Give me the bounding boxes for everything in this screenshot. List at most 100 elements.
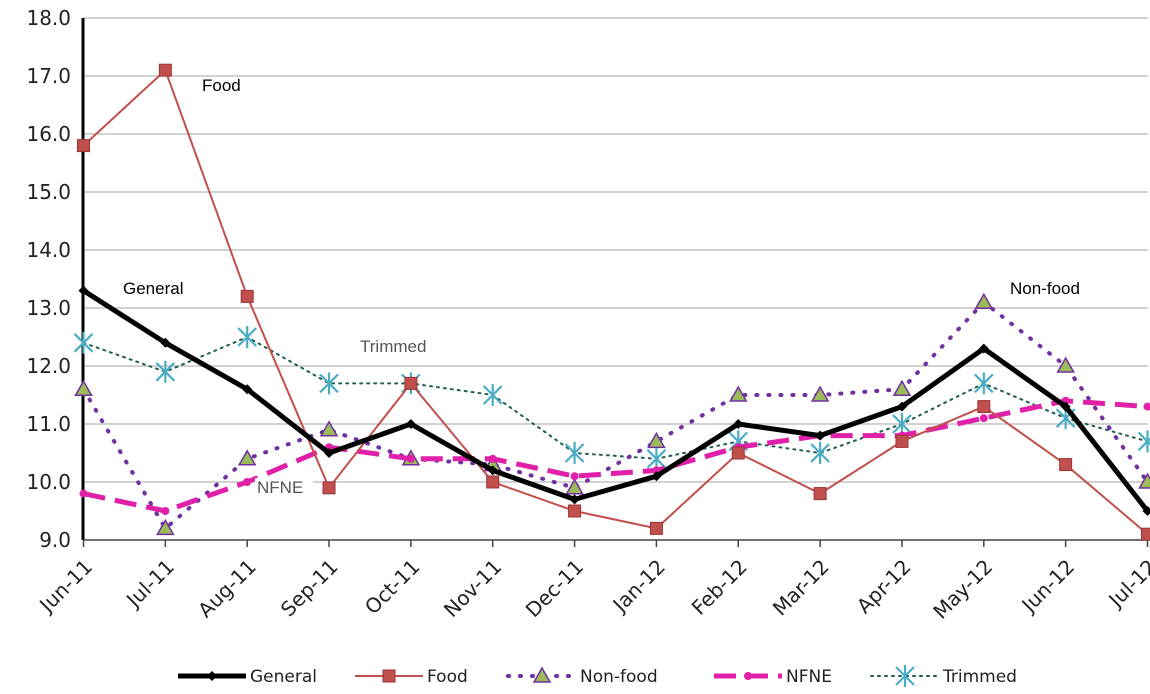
annotation-label: Trimmed <box>360 337 426 356</box>
y-tick-label: 18.0 <box>26 6 71 30</box>
data-point <box>728 385 748 402</box>
data-point <box>1141 527 1150 541</box>
series-nonfood <box>74 292 1150 536</box>
legend: General Food Non-food NFNE Trimmed <box>178 665 1017 687</box>
y-axis: 9.0 10.0 11.0 12.0 13.0 14.0 15.0 16.0 17.0 18.0 <box>26 6 85 552</box>
x-tick-label: Jul-12 <box>1102 555 1150 614</box>
data-point <box>733 419 744 429</box>
data-point <box>237 449 257 466</box>
y-tick-label: 11.0 <box>26 412 71 436</box>
data-point <box>744 672 752 680</box>
x-tick-label: Feb-12 <box>687 555 752 620</box>
x-tick-label: Jul-11 <box>120 555 179 614</box>
legend-item-general: General <box>178 667 317 687</box>
data-point <box>647 431 666 449</box>
legend-label: NFNE <box>786 667 832 687</box>
data-point <box>896 401 907 412</box>
data-point <box>813 487 827 501</box>
data-point <box>895 665 915 687</box>
data-point <box>324 448 335 458</box>
data-point <box>158 63 172 77</box>
data-point <box>731 446 745 460</box>
data-point <box>406 454 415 463</box>
legend-item-trimmed: Trimmed <box>870 665 1017 687</box>
series-line <box>82 336 1149 460</box>
x-tick-label: Apr-12 <box>852 555 916 619</box>
data-point <box>651 471 662 482</box>
data-point <box>1059 458 1073 472</box>
y-tick-label: 12.0 <box>26 354 71 378</box>
series-line <box>82 288 1150 513</box>
data-point <box>405 419 416 429</box>
series-trimmed <box>73 326 1150 470</box>
data-point <box>1060 401 1071 412</box>
annotation-label: Food <box>202 76 241 95</box>
data-point <box>978 343 989 354</box>
data-point <box>892 379 912 396</box>
data-point <box>73 331 94 354</box>
data-point <box>568 504 582 518</box>
data-point <box>160 337 171 348</box>
data-point <box>810 442 830 464</box>
data-point <box>649 521 663 535</box>
annotation-label: General <box>123 279 183 298</box>
annotations: Food General Trimmed NFNE Non-food <box>123 76 1080 497</box>
y-tick-label: 9.0 <box>39 528 71 552</box>
data-point <box>319 372 339 395</box>
x-tick-label: Jun-11 <box>33 555 97 619</box>
data-point <box>979 414 988 423</box>
x-tick-label: Mar-12 <box>768 555 834 621</box>
series-line <box>81 300 1150 531</box>
x-tick-label: Nov-11 <box>439 555 506 622</box>
data-point <box>404 376 418 390</box>
data-point <box>243 478 252 486</box>
data-point <box>488 454 497 463</box>
data-point <box>382 669 396 683</box>
x-tick-label: May-12 <box>928 555 997 624</box>
data-point <box>77 139 90 153</box>
x-tick-label: Aug-11 <box>193 555 261 623</box>
data-point <box>322 481 336 495</box>
data-point <box>974 292 994 309</box>
data-point <box>237 326 257 348</box>
y-tick-label: 10.0 <box>26 470 71 494</box>
data-point <box>155 360 176 383</box>
y-tick-label: 16.0 <box>26 122 71 146</box>
plot-area <box>73 63 1150 541</box>
data-point <box>161 507 170 515</box>
data-point <box>74 379 93 396</box>
y-tick-label: 13.0 <box>26 296 71 320</box>
data-point <box>242 384 253 395</box>
data-point <box>974 372 994 395</box>
data-point <box>319 420 339 437</box>
legend-label: Trimmed <box>942 667 1017 687</box>
data-point <box>815 430 826 441</box>
data-point <box>1143 402 1150 411</box>
annotation-label: NFNE <box>257 478 303 497</box>
data-point <box>1138 472 1150 489</box>
y-tick-label: 17.0 <box>26 64 71 88</box>
data-point <box>570 472 579 481</box>
legend-label: Food <box>427 667 468 687</box>
legend-item-nonfood: Non-food <box>506 666 658 687</box>
data-point <box>810 385 830 402</box>
data-point <box>78 285 89 296</box>
series-general <box>78 285 1150 516</box>
x-tick-label: Sep-11 <box>276 555 343 622</box>
data-point <box>564 442 585 464</box>
data-point <box>79 489 88 498</box>
x-axis: Jun-11 Jul-11 Aug-11 Sep-11 Oct-11 Nov-11 Dec-… <box>33 539 1150 624</box>
legend-label: Non-food <box>580 667 658 687</box>
y-tick-label: 14.0 <box>26 238 71 262</box>
x-tick-label: Oct-11 <box>360 555 425 620</box>
data-point <box>482 384 503 406</box>
x-tick-label: Jan-12 <box>607 555 670 618</box>
x-tick-label: Jun-12 <box>1016 555 1080 619</box>
data-point <box>569 494 580 505</box>
y-tick-label: 15.0 <box>26 180 71 204</box>
data-point <box>565 478 584 495</box>
legend-label: General <box>250 667 317 687</box>
data-point <box>207 671 217 681</box>
annotation-label: Non-food <box>1010 279 1080 298</box>
